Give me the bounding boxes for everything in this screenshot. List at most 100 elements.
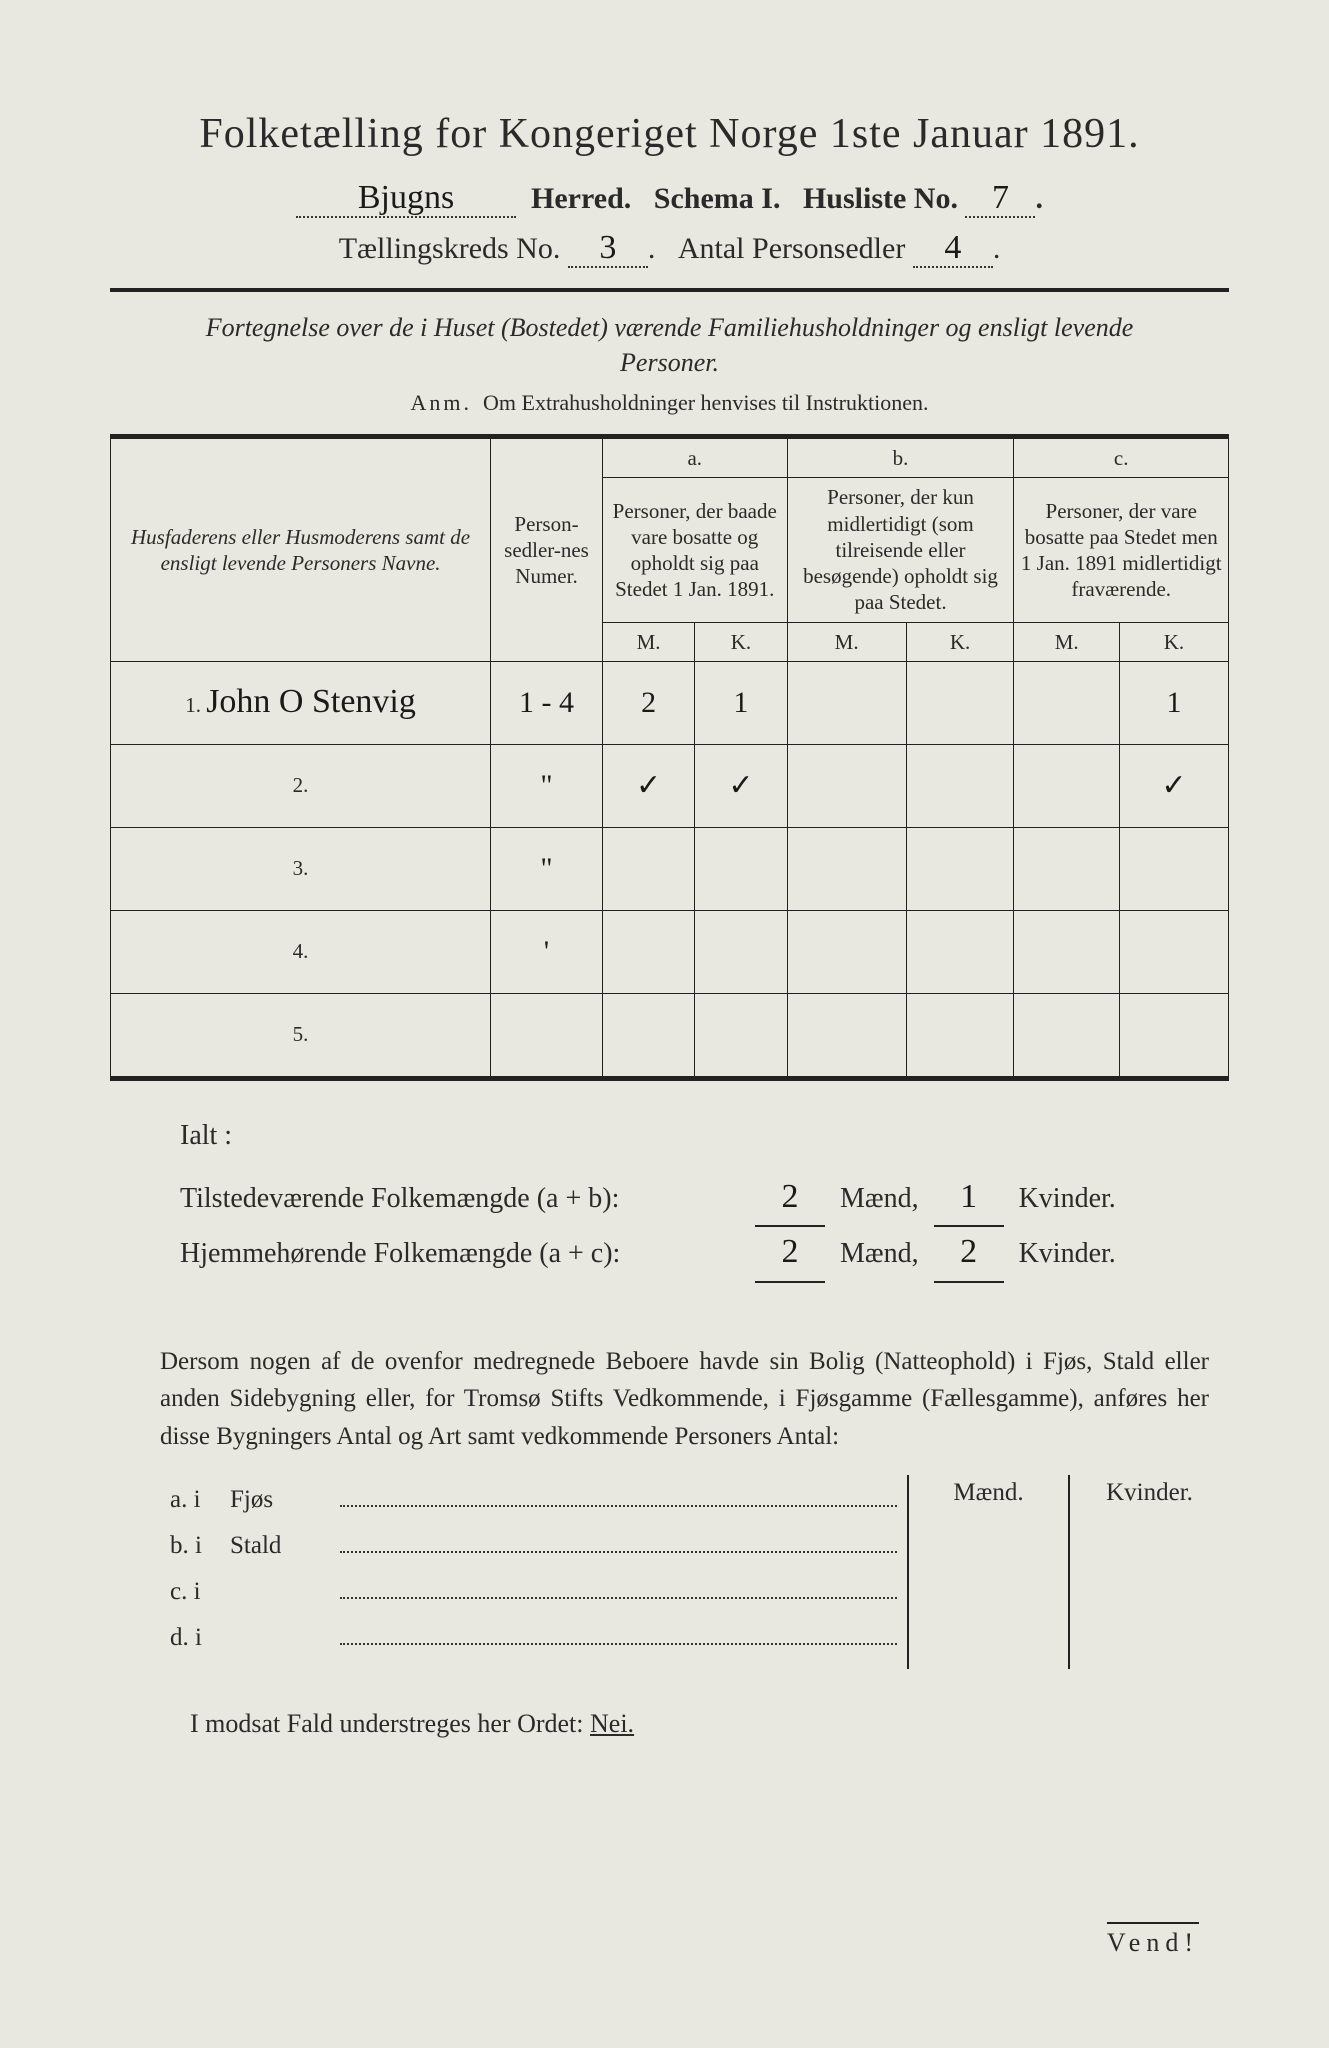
table-row: 1. John O Stenvig1 - 4211: [111, 661, 1229, 744]
side-head-k: Kvinder.: [1068, 1475, 1229, 1669]
ab-k: 1: [960, 1182, 977, 1213]
row-name: 3.: [111, 827, 491, 910]
row-am: [602, 910, 694, 993]
row-bm: [787, 661, 906, 744]
row-name: 2.: [111, 744, 491, 827]
subheading: Fortegnelse over de i Huset (Bostedet) v…: [170, 310, 1169, 380]
row-num: ": [491, 827, 603, 910]
main-table: Husfaderens eller Husmoderens samt de en…: [110, 434, 1229, 1081]
row-cm: [1014, 910, 1120, 993]
row-bm: [787, 827, 906, 910]
ialt-label: Ialt :: [180, 1109, 1229, 1162]
totals-line-ac: Hjemmehørende Folkemængde (a + c): 2 Mæn…: [180, 1227, 1229, 1282]
sublist-dots: [340, 1623, 897, 1645]
table-row: 3.": [111, 827, 1229, 910]
kreds-label: Tællingskreds No.: [339, 232, 561, 265]
b-k: K.: [906, 622, 1014, 661]
a-k: K.: [695, 622, 787, 661]
herred-value: Bjugns: [358, 183, 454, 214]
row-bk: [906, 744, 1014, 827]
group-c-key: c.: [1014, 437, 1229, 478]
row-bm: [787, 910, 906, 993]
row-cm: [1014, 744, 1120, 827]
row-ak: [695, 993, 787, 1078]
row-num: ': [491, 910, 603, 993]
side-head-m: Mænd.: [909, 1475, 1068, 1669]
sublist-dots: [340, 1485, 897, 1507]
table-row: 5.: [111, 993, 1229, 1078]
group-a-key: a.: [602, 437, 787, 478]
sublist-dots: [340, 1531, 897, 1553]
husliste-value: 7: [992, 183, 1009, 214]
schema-label: Schema I.: [654, 182, 781, 215]
row-am: [602, 827, 694, 910]
table-row: 4.': [111, 910, 1229, 993]
ac-k: 2: [960, 1237, 977, 1268]
census-form-page: Folketælling for Kongeriget Norge 1ste J…: [0, 0, 1329, 2048]
row-bk: [906, 993, 1014, 1078]
c-k: K.: [1119, 622, 1228, 661]
row-name: 1. John O Stenvig: [111, 661, 491, 744]
sublist-key: c. i: [170, 1578, 230, 1606]
header-line-1: Bjugns Herred. Schema I. Husliste No. 7.: [110, 182, 1229, 218]
paragraph: Dersom nogen af de ovenfor medregnede Be…: [160, 1343, 1209, 1456]
herred-label: Herred.: [531, 182, 631, 215]
a-m: M.: [602, 622, 694, 661]
row-cm: [1014, 827, 1120, 910]
row-bm: [787, 993, 906, 1078]
antal-label: Antal Personsedler: [678, 232, 905, 265]
row-ck: [1119, 910, 1228, 993]
ab-m: 2: [782, 1182, 799, 1213]
group-b-header: Personer, der kun midlertidigt (som tilr…: [787, 478, 1014, 622]
totals-block: Ialt : Tilstedeværende Folkemængde (a + …: [180, 1109, 1229, 1283]
sublist-block: a. iFjøsb. iStaldc. id. i Mænd. Kvinder.: [110, 1475, 1229, 1669]
row-bk: [906, 827, 1014, 910]
row-bk: [906, 661, 1014, 744]
row-num: 1 - 4: [491, 661, 603, 744]
group-a-header: Personer, der baade vare bosatte og opho…: [602, 478, 787, 622]
group-b-key: b.: [787, 437, 1014, 478]
row-am: 2: [602, 661, 694, 744]
row-bm: [787, 744, 906, 827]
row-am: ✓: [602, 744, 694, 827]
totals-line-ab: Tilstedeværende Folkemængde (a + b): 2 M…: [180, 1172, 1229, 1227]
page-title: Folketælling for Kongeriget Norge 1ste J…: [110, 110, 1229, 158]
row-ck: ✓: [1119, 744, 1228, 827]
row-bk: [906, 910, 1014, 993]
row-ck: [1119, 993, 1228, 1078]
row-ak: ✓: [695, 744, 787, 827]
c-m: M.: [1014, 622, 1120, 661]
b-m: M.: [787, 622, 906, 661]
sublist-word: Stald: [230, 1532, 340, 1560]
sublist-key: a. i: [170, 1486, 230, 1514]
antal-value: 4: [944, 233, 961, 264]
sublist-row: d. i: [170, 1623, 907, 1669]
row-ak: 1: [695, 661, 787, 744]
row-ak: [695, 827, 787, 910]
vend-label: Vend!: [1107, 1922, 1199, 1958]
col-name-header: Husfaderens eller Husmoderens samt de en…: [111, 437, 491, 662]
row-am: [602, 993, 694, 1078]
divider-rule: [110, 288, 1229, 292]
row-ck: 1: [1119, 661, 1228, 744]
anm-text: Om Extrahusholdninger henvises til Instr…: [483, 390, 928, 415]
row-num: [491, 993, 603, 1078]
sublist-row: b. iStald: [170, 1531, 907, 1577]
header-line-2: Tællingskreds No. 3. Antal Personsedler …: [110, 232, 1229, 268]
row-cm: [1014, 993, 1120, 1078]
row-cm: [1014, 661, 1120, 744]
nei-word: Nei.: [590, 1709, 634, 1738]
sublist-word: Fjøs: [230, 1486, 340, 1514]
sublist-row: a. iFjøs: [170, 1485, 907, 1531]
table-row: 2."✓✓✓: [111, 744, 1229, 827]
anm-label: Anm.: [411, 390, 473, 415]
sublist-row: c. i: [170, 1577, 907, 1623]
husliste-label: Husliste No.: [803, 182, 958, 215]
row-num: ": [491, 744, 603, 827]
row-ck: [1119, 827, 1228, 910]
group-c-header: Personer, der vare bosatte paa Stedet me…: [1014, 478, 1229, 622]
row-ak: [695, 910, 787, 993]
ac-m: 2: [782, 1237, 799, 1268]
sublist-key: d. i: [170, 1624, 230, 1652]
sublist-key: b. i: [170, 1532, 230, 1560]
